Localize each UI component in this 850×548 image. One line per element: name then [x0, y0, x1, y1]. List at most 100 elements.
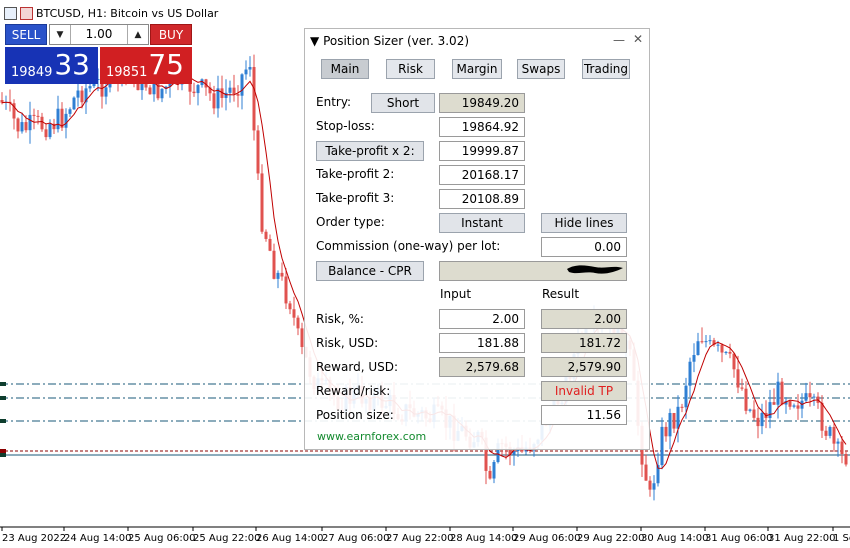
- candle-body: [296, 317, 300, 329]
- candle-body: [228, 87, 232, 93]
- time-axis-label: 25 Aug 06:00: [128, 533, 196, 544]
- candle-body: [728, 351, 732, 354]
- candle-body: [288, 303, 292, 310]
- level-marker-icon[interactable]: [0, 449, 6, 453]
- level-marker-icon[interactable]: [0, 382, 6, 386]
- earnforex-link[interactable]: www.earnforex.com: [317, 430, 427, 443]
- candle-body: [40, 116, 44, 130]
- candle-body: [484, 437, 488, 471]
- candle-body: [248, 67, 252, 70]
- candle-body: [212, 93, 216, 109]
- candle-body: [708, 340, 712, 342]
- candle-body: [744, 388, 748, 411]
- level-marker-icon[interactable]: [0, 453, 6, 457]
- candle-body: [64, 113, 68, 128]
- candle-body: [48, 123, 52, 138]
- candle-body: [0, 100, 4, 103]
- candle-body: [684, 385, 688, 408]
- candle-body: [780, 381, 784, 405]
- tab-margin[interactable]: Margin: [452, 59, 502, 79]
- close-icon[interactable]: ✕: [633, 32, 644, 46]
- candle-body: [160, 88, 164, 99]
- candle-body: [204, 79, 208, 88]
- order-type-button[interactable]: Instant: [439, 213, 525, 233]
- buy-price-prefix: 19851: [106, 65, 148, 80]
- balance-mode-button[interactable]: Balance - CPR: [316, 261, 424, 281]
- collapse-triangle-icon[interactable]: ▼: [310, 34, 320, 48]
- chart-menu-icon[interactable]: [4, 6, 17, 20]
- risk-usd-input[interactable]: 181.88: [439, 333, 525, 353]
- candle-body: [216, 88, 220, 109]
- time-axis-label: 27 Aug 06:00: [322, 533, 390, 544]
- take-profit-2-field[interactable]: 20168.17: [439, 165, 525, 185]
- candle-body: [828, 426, 832, 436]
- candle-body: [840, 441, 844, 454]
- stoploss-label: Stop-loss:: [316, 119, 375, 133]
- time-axis-label: 23 Aug 2022: [2, 533, 67, 544]
- level-marker-icon[interactable]: [0, 419, 6, 423]
- sell-price-pips: 33: [54, 48, 90, 81]
- position-size-field: 11.56: [541, 405, 627, 425]
- one-click-trading-panel: SELL ▼ 1.00 ▲ BUY 19849 33 19851 75: [5, 24, 192, 84]
- candle-body: [72, 97, 76, 110]
- tab-main[interactable]: Main: [321, 59, 369, 79]
- buy-price-pips: 75: [148, 48, 184, 81]
- candle-body: [292, 309, 296, 318]
- take-profit-3-field[interactable]: 20108.89: [439, 189, 525, 209]
- level-marker-icon[interactable]: [0, 396, 6, 400]
- chart-properties-icon[interactable]: [20, 6, 33, 20]
- tab-swaps[interactable]: Swaps: [517, 59, 565, 79]
- take-profit-2-label: Take-profit 2:: [316, 167, 395, 181]
- reward-usd-label: Reward, USD:: [316, 360, 399, 374]
- candle-body: [236, 94, 240, 96]
- candle-body: [664, 426, 668, 437]
- time-axis-label: 31 Aug 06:00: [705, 533, 773, 544]
- lot-increase-icon[interactable]: ▲: [127, 25, 148, 44]
- candle-body: [36, 115, 40, 117]
- candle-body: [740, 387, 744, 389]
- tab-risk[interactable]: Risk: [386, 59, 435, 79]
- candle-body: [52, 123, 56, 130]
- buy-button[interactable]: BUY: [150, 24, 192, 45]
- lot-size-input[interactable]: 1.00: [85, 27, 113, 41]
- candle-body: [192, 91, 196, 94]
- candle-body: [820, 402, 824, 431]
- candle-body: [24, 122, 28, 131]
- candle-body: [252, 67, 256, 131]
- candle-body: [284, 276, 288, 304]
- hide-lines-button[interactable]: Hide lines: [541, 213, 627, 233]
- candle-body: [644, 464, 648, 481]
- panel-title-bar[interactable]: ▼ Position Sizer (ver. 3.02): [310, 34, 469, 48]
- reward-usd-input: 2,579.68: [439, 357, 525, 377]
- symbol-title: BTCUSD, H1: Bitcoin vs US Dollar: [36, 6, 219, 20]
- commission-field[interactable]: 0.00: [541, 237, 627, 257]
- entry-label: Entry:: [316, 95, 352, 109]
- order-type-label: Order type:: [316, 215, 385, 229]
- candle-body: [280, 272, 284, 277]
- candle-body: [88, 86, 92, 89]
- candle-body: [680, 406, 684, 408]
- candle-body: [784, 401, 788, 405]
- stoploss-field[interactable]: 19864.92: [439, 117, 525, 137]
- sell-button[interactable]: SELL: [5, 24, 47, 45]
- take-profit-field[interactable]: 19999.87: [439, 141, 525, 161]
- direction-toggle-button[interactable]: Short: [371, 93, 435, 113]
- candle-body: [812, 396, 816, 398]
- candle-body: [256, 130, 260, 174]
- lot-size-stepper[interactable]: ▼ 1.00 ▲: [49, 24, 149, 45]
- take-profit-multiplier-button[interactable]: Take-profit x 2:: [316, 141, 424, 161]
- symbol-bar: BTCUSD, H1: Bitcoin vs US Dollar: [0, 0, 218, 26]
- candle-body: [96, 79, 100, 81]
- risk-percent-input[interactable]: 2.00: [439, 309, 525, 329]
- candle-body: [716, 344, 720, 346]
- lot-decrease-icon[interactable]: ▼: [50, 25, 71, 44]
- reward-usd-result: 2,579.90: [541, 357, 627, 377]
- candle-body: [668, 412, 672, 437]
- risk-usd-result: 181.72: [541, 333, 627, 353]
- candle-body: [488, 470, 492, 479]
- buy-price-button[interactable]: 19851 75: [100, 47, 192, 84]
- sell-price-button[interactable]: 19849 33: [5, 47, 98, 84]
- candle-body: [44, 129, 48, 138]
- minimize-icon[interactable]: —: [613, 33, 625, 47]
- tab-trading[interactable]: Trading: [582, 59, 630, 79]
